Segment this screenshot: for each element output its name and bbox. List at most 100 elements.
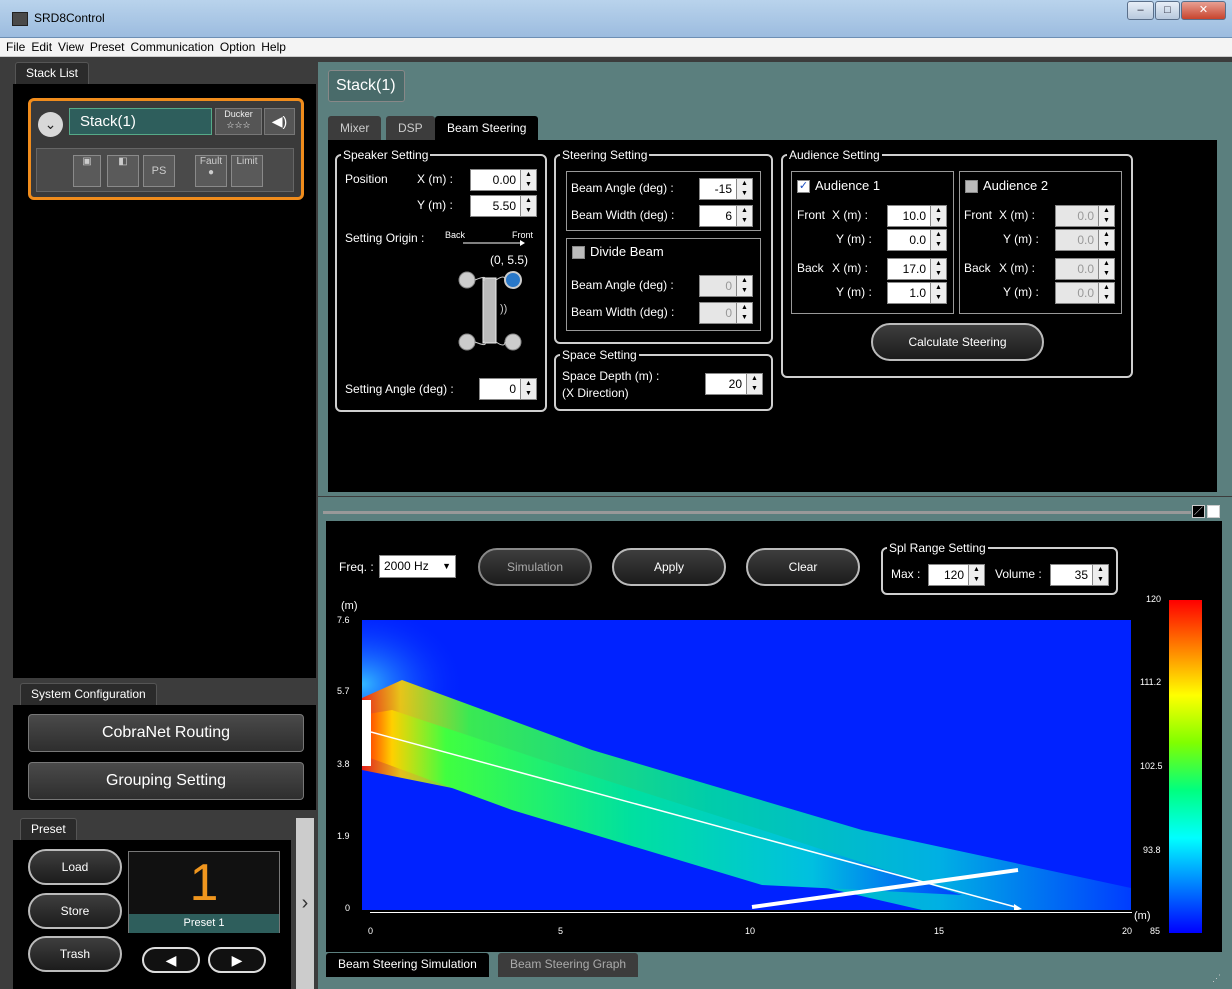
tab-beam-steering-graph[interactable]: Beam Steering Graph — [498, 953, 639, 977]
menu-help[interactable]: Help — [261, 40, 286, 54]
spinner-arrows-icon[interactable]: ▲ ▼ — [736, 206, 752, 226]
spinner-arrows-icon[interactable]: ▲ ▼ — [1092, 565, 1108, 585]
beam-heatmap[interactable] — [362, 620, 1131, 910]
audience-2-back-y-spinner[interactable]: 0.0 ▲ ▼ — [1055, 282, 1115, 304]
volume-value: 35 — [1074, 568, 1088, 582]
grouping-setting-button[interactable]: Grouping Setting — [28, 762, 304, 800]
apply-button[interactable]: Apply — [612, 548, 726, 586]
ducker-label: Ducker — [224, 109, 253, 119]
audience-2-back-x-spinner[interactable]: 0.0 ▲ ▼ — [1055, 258, 1115, 280]
tab-dsp[interactable]: DSP — [386, 116, 435, 142]
audience-1-back-x-label: X (m) : — [832, 261, 868, 275]
space-depth-spinner[interactable]: 20 ▲ ▼ — [705, 373, 763, 395]
pen-icon[interactable]: ／ — [1192, 505, 1205, 518]
preset-prev-button[interactable]: ◀ — [142, 947, 200, 973]
spinner-arrows-icon[interactable]: ▲ ▼ — [930, 230, 946, 250]
spinner-arrows-icon[interactable]: ▲ ▼ — [930, 283, 946, 303]
limit-label: Limit — [236, 156, 258, 167]
spinner-arrows-icon[interactable]: ▲ ▼ — [1098, 283, 1114, 303]
audience-1-front-x-value: 10.0 — [902, 209, 926, 223]
menu-view[interactable]: View — [58, 40, 84, 54]
page-title: Stack(1) — [328, 70, 405, 102]
menu-file[interactable]: File — [6, 40, 26, 54]
position-x-spinner[interactable]: 0.00 ▲ ▼ — [470, 169, 537, 191]
speaker-origin-diagram[interactable]: )) — [445, 240, 540, 355]
audience-1-checkbox[interactable]: ✓ — [797, 180, 810, 193]
tab-beam-steering-simulation[interactable]: Beam Steering Simulation — [326, 953, 489, 977]
setting-angle-value: 0 — [509, 382, 516, 396]
expand-panel-button[interactable]: › — [296, 818, 314, 989]
audience-1-front-y-spinner[interactable]: 0.0 ▲ ▼ — [887, 229, 947, 251]
spinner-arrows-icon[interactable]: ▲ ▼ — [736, 303, 752, 323]
svg-text:)): )) — [500, 303, 507, 315]
audience-2-back-x-label: X (m) : — [999, 261, 1035, 275]
y-tick-4: 0 — [345, 903, 351, 913]
spinner-arrows-icon[interactable]: ▲ ▼ — [736, 179, 752, 199]
spinner-arrows-icon[interactable]: ▲ ▼ — [746, 374, 762, 394]
ducker-indicator[interactable]: Ducker ☆☆☆ — [215, 108, 262, 135]
audience-1-front-x-spinner[interactable]: 10.0 ▲ ▼ — [887, 205, 947, 227]
clear-button[interactable]: Clear — [746, 548, 860, 586]
beam-angle-spinner[interactable]: -15 ▲ ▼ — [699, 178, 753, 200]
spinner-arrows-icon[interactable]: ▲ ▼ — [1098, 230, 1114, 250]
scale-tick-0: 120 — [1146, 594, 1162, 604]
setting-angle-spinner[interactable]: 0 ▲ ▼ — [479, 378, 537, 400]
tab-stack-list[interactable]: Stack List — [15, 62, 90, 84]
spinner-arrows-icon[interactable]: ▲ ▼ — [520, 170, 536, 190]
minimize-button[interactable]: – — [1127, 1, 1154, 20]
splitter-handle[interactable] — [323, 511, 1191, 514]
freq-select[interactable]: 2000 Hz ▼ — [379, 555, 456, 578]
preset-load-button[interactable]: Load — [28, 849, 122, 885]
spinner-arrows-icon[interactable]: ▲ ▼ — [736, 276, 752, 296]
beam-width-value: 6 — [725, 209, 732, 223]
tab-beam-steering[interactable]: Beam Steering — [435, 116, 539, 142]
eraser-icon[interactable] — [1207, 505, 1220, 518]
spinner-arrows-icon[interactable]: ▲ ▼ — [968, 565, 984, 585]
divide-beam-width-spinner[interactable]: 0 ▲ ▼ — [699, 302, 753, 324]
resize-grip-icon[interactable]: ⋰ — [1212, 973, 1221, 983]
divide-beam-checkbox[interactable] — [572, 246, 585, 259]
spl-max-spinner[interactable]: 120 ▲ ▼ — [928, 564, 985, 586]
menu-preset[interactable]: Preset — [89, 40, 125, 54]
audience-2-front-y-label: Y (m) : — [1003, 232, 1039, 246]
audience-1-back-y-spinner[interactable]: 1.0 ▲ ▼ — [887, 282, 947, 304]
calculate-steering-button[interactable]: Calculate Steering — [871, 323, 1044, 361]
beam-width-spinner[interactable]: 6 ▲ ▼ — [699, 205, 753, 227]
spinner-arrows-icon[interactable]: ▲ ▼ — [520, 379, 536, 399]
cobranet-routing-button[interactable]: CobraNet Routing — [28, 714, 304, 752]
preset-trash-button[interactable]: Trash — [28, 936, 122, 972]
maximize-button[interactable]: □ — [1155, 1, 1180, 20]
position-y-spinner[interactable]: 5.50 ▲ ▼ — [470, 195, 537, 217]
menu-option[interactable]: Option — [219, 40, 256, 54]
divide-beam-box — [566, 238, 761, 331]
speaker-icon: ◧ — [107, 155, 139, 187]
audience-2-checkbox[interactable] — [965, 180, 978, 193]
scale-tick-2: 102.5 — [1140, 761, 1163, 771]
audience-1-back-x-spinner[interactable]: 17.0 ▲ ▼ — [887, 258, 947, 280]
preset-store-button[interactable]: Store — [28, 893, 122, 929]
tab-mixer[interactable]: Mixer — [328, 116, 382, 142]
speaker-mute-icon[interactable]: ◀) — [264, 108, 295, 135]
divide-beam-angle-spinner[interactable]: 0 ▲ ▼ — [699, 275, 753, 297]
audience-2-front-y-value: 0.0 — [1077, 233, 1094, 247]
space-setting-group: Space Setting — [554, 348, 773, 411]
spinner-arrows-icon[interactable]: ▲ ▼ — [930, 259, 946, 279]
chevron-down-icon[interactable]: ⌄ — [38, 112, 63, 137]
tab-preset[interactable]: Preset — [20, 818, 77, 840]
tab-system-configuration[interactable]: System Configuration — [20, 683, 157, 705]
simulation-button[interactable]: Simulation — [478, 548, 592, 586]
spinner-arrows-icon[interactable]: ▲ ▼ — [930, 206, 946, 226]
spinner-arrows-icon[interactable]: ▲ ▼ — [1098, 206, 1114, 226]
audience-setting-group: Audience Setting — [781, 148, 1133, 378]
audience-2-back-y-label: Y (m) : — [1003, 285, 1039, 299]
close-button[interactable]: ✕ — [1181, 1, 1226, 20]
audience-2-front-x-spinner[interactable]: 0.0 ▲ ▼ — [1055, 205, 1115, 227]
audience-2-front-y-spinner[interactable]: 0.0 ▲ ▼ — [1055, 229, 1115, 251]
volume-spinner[interactable]: 35 ▲ ▼ — [1050, 564, 1109, 586]
menu-communication[interactable]: Communication — [130, 40, 214, 54]
preset-next-button[interactable]: ▶ — [208, 947, 266, 973]
spinner-arrows-icon[interactable]: ▲ ▼ — [1098, 259, 1114, 279]
menu-edit[interactable]: Edit — [31, 40, 53, 54]
spinner-arrows-icon[interactable]: ▲ ▼ — [520, 196, 536, 216]
setting-angle-label: Setting Angle (deg) : — [345, 382, 454, 396]
